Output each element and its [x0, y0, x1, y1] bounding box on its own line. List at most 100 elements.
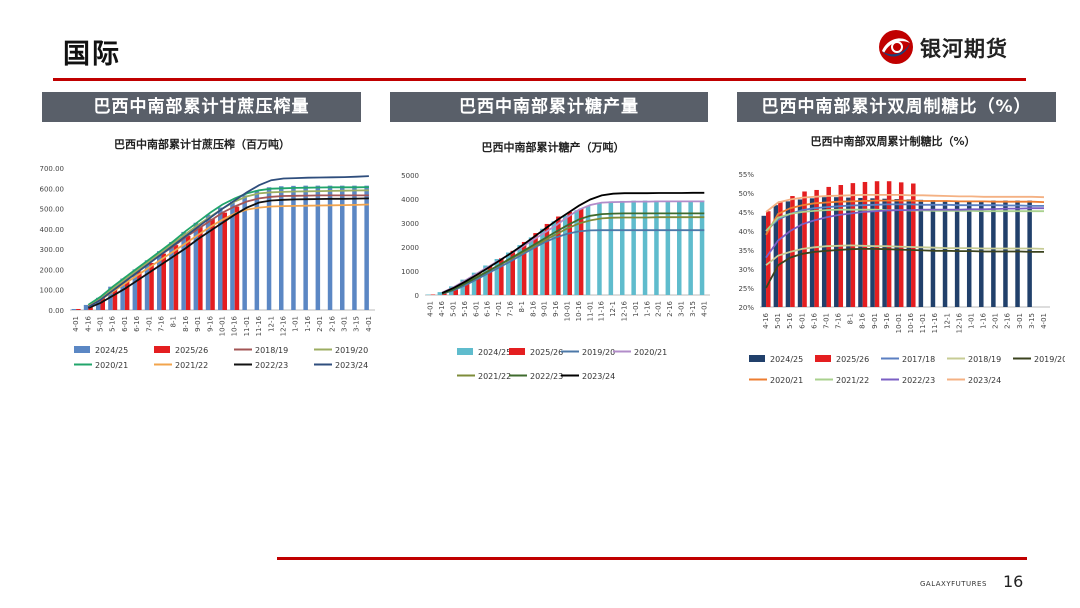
legend-label: 2018/19 — [255, 346, 288, 355]
x-tick-label: 9-01 — [871, 313, 879, 329]
bar-2024-25 — [528, 237, 534, 295]
x-tick-label: 3-15 — [353, 316, 361, 332]
x-tick-label: 1-01 — [632, 301, 640, 317]
y-tick-label: 45% — [738, 209, 754, 217]
bar-2024-25 — [352, 185, 357, 310]
legend-label: 2025/26 — [530, 348, 563, 357]
x-tick-label: 2-16 — [1004, 312, 1012, 328]
legend-label: 2024/25 — [770, 355, 803, 364]
legend-label: 2018/19 — [968, 355, 1001, 364]
footer-divider — [277, 557, 1027, 560]
x-tick-label: 7-01 — [822, 313, 830, 329]
x-tick-label: 8-16 — [182, 315, 190, 331]
line-2020-21 — [87, 186, 369, 306]
y-tick-label: 55% — [738, 171, 754, 179]
x-tick-label: 6-01 — [121, 316, 129, 332]
legend-swatch — [457, 348, 473, 355]
y-tick-label: 2000 — [401, 244, 419, 252]
x-tick-label: 11-16 — [598, 300, 606, 321]
x-tick-label: 8-16 — [859, 312, 867, 328]
footer-brand: GALAXYFUTURES — [920, 580, 987, 588]
legend-label: 2020/21 — [634, 348, 667, 357]
bar-2024-25 — [517, 245, 522, 295]
bar-2024-25 — [71, 308, 77, 310]
x-tick-label: 5-01 — [774, 313, 782, 329]
x-tick-label: 3-01 — [678, 301, 686, 317]
x-tick-label: 8-1 — [518, 301, 526, 312]
bar-2025-26 — [510, 250, 515, 295]
x-tick-label: 7-16 — [835, 312, 843, 328]
bar-2025-26 — [464, 279, 470, 295]
x-tick-label: 10-16 — [575, 300, 583, 321]
x-tick-label: 10-16 — [907, 312, 915, 333]
x-tick-label: 1-01 — [967, 313, 975, 329]
bar-2024-25 — [218, 207, 223, 310]
x-tick-label: 6-01 — [798, 313, 806, 329]
bar-2024-25 — [906, 199, 912, 307]
bar-2024-25 — [585, 205, 591, 295]
bar-2024-25 — [205, 214, 211, 310]
x-tick-label: 2-01 — [992, 313, 1000, 329]
bar-2024-25 — [157, 251, 162, 310]
bar-2024-25 — [979, 200, 984, 307]
bar-2025-26 — [185, 235, 191, 310]
bar-2024-25 — [83, 304, 89, 310]
y-tick-label: 1000 — [401, 268, 419, 276]
y-tick-label: 3000 — [401, 220, 419, 228]
legend-label: 2023/24 — [582, 372, 615, 381]
y-tick-label: 400.00 — [40, 226, 65, 234]
x-tick-label: 12-16 — [280, 315, 288, 336]
bar-2024-25 — [642, 200, 648, 295]
bar-2025-26 — [814, 189, 819, 307]
logo-text: 银河期货 — [920, 37, 1008, 61]
x-tick-label: 8-1 — [170, 316, 178, 327]
bar-2024-25 — [954, 200, 960, 307]
x-tick-label: 12-1 — [267, 316, 275, 332]
bar-2024-25 — [870, 198, 875, 307]
line-2022-23 — [765, 207, 1044, 259]
legend-swatch — [154, 346, 170, 353]
bar-2024-25 — [193, 222, 199, 310]
y-tick-label: 100.00 — [40, 287, 65, 295]
bar-2024-25 — [169, 242, 174, 310]
title-divider — [53, 78, 1026, 81]
bar-2025-26 — [124, 279, 130, 310]
bar-2024-25 — [834, 197, 839, 307]
bar-2024-25 — [918, 199, 924, 307]
y-tick-label: 700.00 — [40, 165, 65, 173]
bar-2024-25 — [761, 215, 767, 307]
bar-2024-25 — [620, 200, 625, 295]
x-tick-label: 5-16 — [786, 312, 794, 328]
bar-2025-26 — [173, 245, 179, 310]
bar-2024-25 — [1015, 200, 1020, 307]
x-tick-label: 1-16 — [304, 315, 312, 331]
bar-2024-25 — [120, 278, 125, 310]
panel-header-sugar: 巴西中南部累计糖产量 — [390, 92, 708, 122]
chart-sugar-mix: 巴西中南部双周累计制糖比（%） 20% 25% 30% 35% 40% 45% 50% 55% 4… — [738, 134, 1065, 385]
bar-2024-25 — [699, 200, 705, 295]
x-tick-label: 7-16 — [507, 300, 515, 316]
line-2023-24 — [441, 191, 705, 294]
legend-swatch — [749, 355, 765, 362]
legend-label: 2022/23 — [902, 376, 935, 385]
bar-2024-25 — [797, 199, 803, 307]
y-tick-label: 500.00 — [40, 206, 65, 214]
bar-2025-26 — [112, 288, 118, 310]
bar-2025-26 — [578, 208, 584, 295]
x-tick-label: 10-01 — [564, 301, 572, 321]
x-tick-label: 11-01 — [919, 313, 927, 333]
x-tick-label: 5-01 — [97, 316, 105, 332]
x-tick-label: 1-16 — [643, 300, 651, 316]
bar-2024-25 — [315, 185, 321, 310]
x-tick-label: 12-16 — [621, 300, 629, 321]
bar-2024-25 — [494, 259, 500, 295]
bar-2025-26 — [874, 181, 880, 307]
line-2019-20 — [87, 189, 369, 307]
legend-swatch — [815, 355, 831, 362]
logo-emblem-icon — [879, 30, 913, 64]
bar-2025-26 — [476, 272, 481, 295]
y-tick-label: 40% — [738, 228, 754, 236]
bar-2025-26 — [234, 206, 240, 310]
line-2021-22 — [87, 203, 369, 308]
